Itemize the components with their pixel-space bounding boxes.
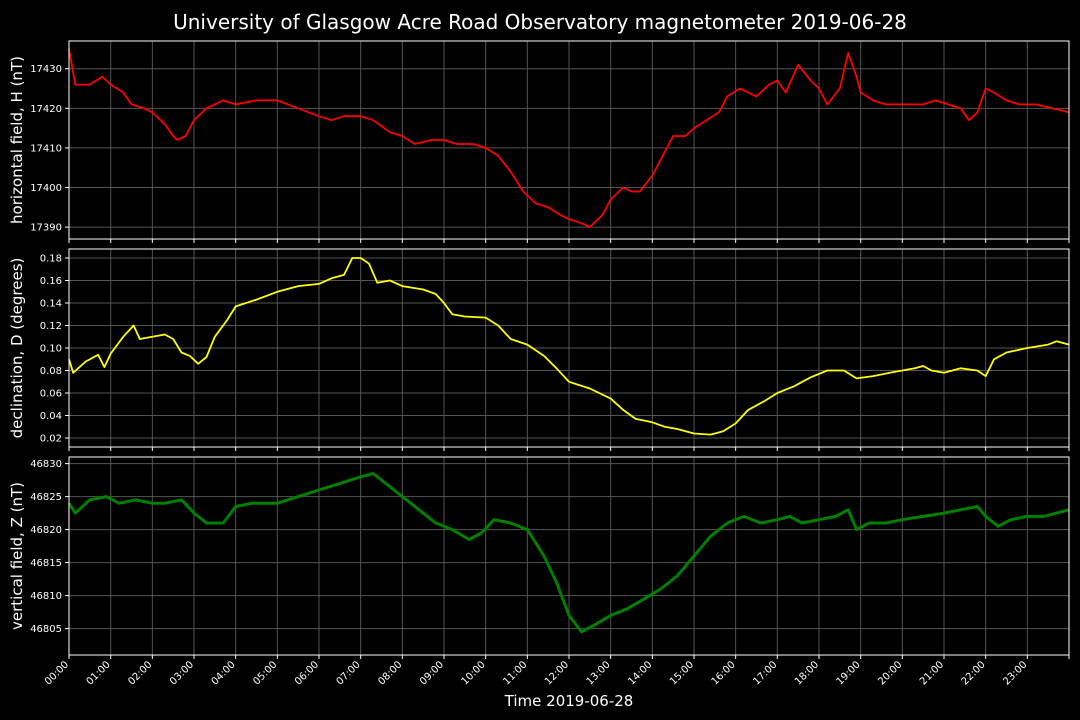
x-tick-label: 00:00 bbox=[43, 659, 71, 687]
y-tick-label: 46810 bbox=[30, 591, 62, 602]
y-tick-label: 17410 bbox=[30, 143, 62, 154]
y-axis-label: horizontal field, H (nT) bbox=[8, 56, 26, 224]
panels-group: 17390 17400 17410 17420 17430 horizontal fiel… bbox=[8, 40, 1070, 688]
x-tick-label: 05:00 bbox=[251, 659, 279, 687]
y-axis-label: vertical field, Z (nT) bbox=[8, 482, 26, 630]
x-tick-label: 16:00 bbox=[710, 659, 738, 687]
x-tick-label: 11:00 bbox=[501, 659, 529, 687]
x-tick-label: 21:00 bbox=[918, 659, 946, 687]
x-tick-label: 04:00 bbox=[210, 659, 238, 687]
x-tick-label: 07:00 bbox=[335, 659, 363, 687]
y-tick-label: 0.14 bbox=[40, 299, 62, 310]
axes-frame bbox=[68, 248, 1070, 448]
y-tick-label: 17390 bbox=[30, 223, 62, 234]
x-tick-label: 08:00 bbox=[376, 659, 404, 687]
series-line-3 bbox=[67, 472, 1070, 634]
y-tick-label: 46815 bbox=[30, 558, 62, 569]
x-tick-label: 19:00 bbox=[835, 659, 863, 687]
y-tick-label: 46820 bbox=[30, 525, 62, 536]
x-tick-label: 12:00 bbox=[543, 659, 571, 687]
x-tick-label: 01:00 bbox=[85, 659, 113, 687]
x-tick-label: 20:00 bbox=[876, 659, 904, 687]
y-tick-label: 0.08 bbox=[40, 366, 62, 377]
x-tick-label: 22:00 bbox=[960, 659, 988, 687]
y-tick-label: 0.16 bbox=[40, 276, 62, 287]
y-tick-label: 0.12 bbox=[40, 321, 62, 332]
series-line-1 bbox=[68, 48, 1070, 228]
x-tick-label: 15:00 bbox=[668, 659, 696, 687]
y-tick-label: 0.18 bbox=[40, 254, 62, 265]
y-tick-label: 17400 bbox=[30, 183, 62, 194]
y-tick-label: 17420 bbox=[30, 104, 62, 115]
axes-frame bbox=[68, 40, 1070, 240]
x-tick-label: 02:00 bbox=[126, 659, 154, 687]
y-tick-label: 0.10 bbox=[40, 344, 62, 355]
chart-title: University of Glasgow Acre Road Observat… bbox=[173, 10, 907, 34]
y-tick-label: 17430 bbox=[30, 64, 62, 75]
axes-frame bbox=[68, 456, 1070, 656]
y-axis-label: declination, D (degrees) bbox=[8, 258, 26, 439]
x-tick-label: 10:00 bbox=[460, 659, 488, 687]
series-line-2 bbox=[68, 257, 1070, 436]
y-tick-label: 0.04 bbox=[40, 411, 62, 422]
y-tick-label: 46825 bbox=[30, 492, 62, 503]
y-tick-label: 46805 bbox=[30, 624, 62, 635]
x-axis-label: Time 2019-06-28 bbox=[504, 692, 634, 710]
y-tick-label: 0.06 bbox=[40, 389, 62, 400]
x-tick-label: 13:00 bbox=[585, 659, 613, 687]
x-tick-label: 06:00 bbox=[293, 659, 321, 687]
x-tick-label: 18:00 bbox=[793, 659, 821, 687]
x-tick-label: 03:00 bbox=[168, 659, 196, 687]
y-tick-label: 46830 bbox=[30, 459, 62, 470]
y-tick-label: 0.02 bbox=[40, 434, 62, 445]
x-tick-label: 14:00 bbox=[626, 659, 654, 687]
x-tick-label: 09:00 bbox=[418, 659, 446, 687]
x-tick-label: 23:00 bbox=[1001, 659, 1029, 687]
x-tick-label: 17:00 bbox=[751, 659, 779, 687]
